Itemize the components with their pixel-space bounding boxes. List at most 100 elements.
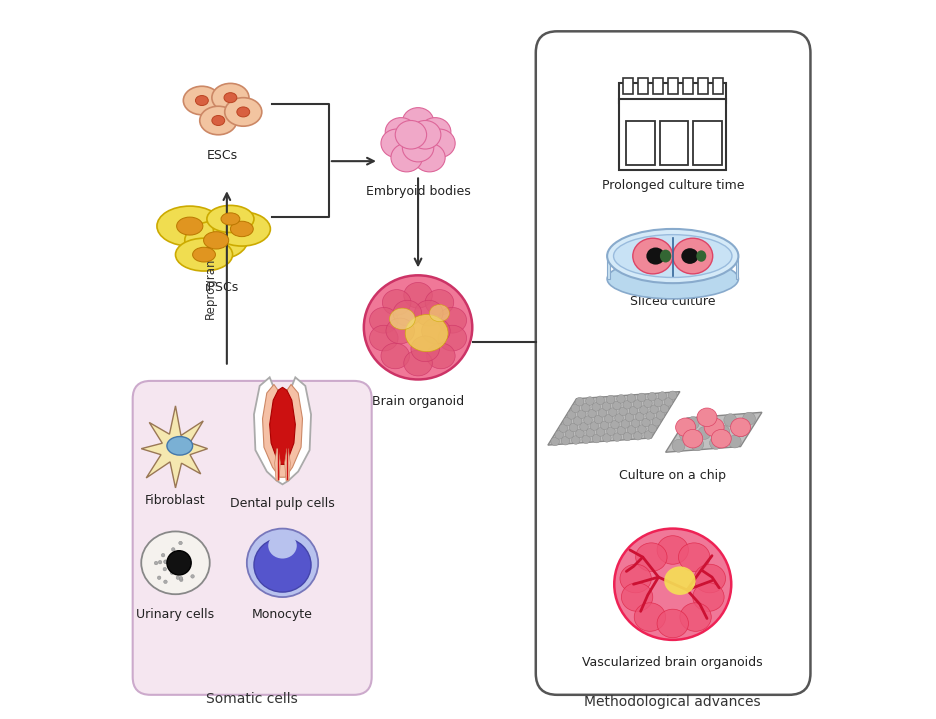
Ellipse shape bbox=[213, 212, 271, 246]
Ellipse shape bbox=[196, 96, 209, 106]
Ellipse shape bbox=[183, 86, 221, 115]
Ellipse shape bbox=[269, 533, 297, 559]
Circle shape bbox=[576, 398, 584, 406]
Ellipse shape bbox=[438, 308, 466, 333]
Circle shape bbox=[555, 431, 563, 439]
Ellipse shape bbox=[614, 528, 731, 640]
Ellipse shape bbox=[370, 308, 398, 333]
Circle shape bbox=[586, 397, 594, 406]
Ellipse shape bbox=[175, 238, 232, 271]
Circle shape bbox=[634, 431, 642, 440]
Ellipse shape bbox=[207, 206, 254, 232]
FancyBboxPatch shape bbox=[667, 78, 678, 94]
Ellipse shape bbox=[425, 290, 454, 315]
Ellipse shape bbox=[415, 301, 443, 326]
Circle shape bbox=[652, 418, 661, 426]
Circle shape bbox=[610, 421, 620, 429]
Ellipse shape bbox=[370, 325, 398, 351]
Circle shape bbox=[623, 432, 632, 441]
Circle shape bbox=[598, 408, 607, 417]
Ellipse shape bbox=[212, 116, 225, 126]
Text: Day: Day bbox=[661, 110, 684, 123]
Polygon shape bbox=[285, 449, 290, 481]
Circle shape bbox=[617, 426, 625, 435]
Circle shape bbox=[567, 411, 576, 419]
Ellipse shape bbox=[224, 93, 237, 103]
Circle shape bbox=[170, 571, 174, 574]
Text: Culture on a chip: Culture on a chip bbox=[620, 469, 726, 482]
Circle shape bbox=[672, 439, 685, 452]
Ellipse shape bbox=[193, 247, 215, 262]
Circle shape bbox=[698, 426, 710, 439]
Ellipse shape bbox=[696, 250, 707, 262]
Polygon shape bbox=[141, 406, 208, 488]
Polygon shape bbox=[607, 256, 610, 279]
Circle shape bbox=[634, 400, 642, 408]
Ellipse shape bbox=[177, 217, 203, 235]
Circle shape bbox=[574, 416, 582, 425]
Circle shape bbox=[623, 400, 632, 409]
Text: iPSCs: iPSCs bbox=[205, 281, 239, 294]
Circle shape bbox=[164, 580, 168, 584]
Circle shape bbox=[728, 435, 741, 448]
Ellipse shape bbox=[221, 213, 240, 225]
Ellipse shape bbox=[381, 129, 413, 157]
Circle shape bbox=[559, 424, 567, 432]
Polygon shape bbox=[548, 392, 680, 445]
FancyBboxPatch shape bbox=[535, 32, 811, 695]
Circle shape bbox=[158, 560, 162, 564]
Ellipse shape bbox=[225, 98, 262, 127]
Circle shape bbox=[592, 434, 601, 443]
Circle shape bbox=[590, 422, 599, 431]
Ellipse shape bbox=[199, 106, 237, 134]
Circle shape bbox=[584, 416, 592, 424]
Text: 0: 0 bbox=[668, 134, 680, 152]
Circle shape bbox=[582, 435, 591, 444]
FancyBboxPatch shape bbox=[133, 381, 372, 695]
Circle shape bbox=[157, 576, 161, 580]
Circle shape bbox=[176, 576, 180, 580]
Ellipse shape bbox=[438, 325, 466, 351]
Circle shape bbox=[572, 436, 580, 444]
Circle shape bbox=[596, 428, 605, 436]
Circle shape bbox=[563, 417, 572, 426]
Ellipse shape bbox=[711, 429, 731, 448]
Circle shape bbox=[742, 412, 755, 425]
Circle shape bbox=[648, 424, 656, 433]
Circle shape bbox=[613, 433, 622, 441]
Circle shape bbox=[163, 567, 167, 571]
Ellipse shape bbox=[237, 107, 250, 117]
Text: Urinary cells: Urinary cells bbox=[137, 608, 214, 620]
Circle shape bbox=[603, 434, 611, 442]
Circle shape bbox=[588, 409, 596, 418]
Ellipse shape bbox=[673, 238, 712, 274]
Text: Embryoid bodies: Embryoid bodies bbox=[366, 185, 471, 198]
FancyBboxPatch shape bbox=[652, 78, 663, 94]
Text: 0: 0 bbox=[702, 134, 713, 152]
Circle shape bbox=[569, 423, 578, 432]
Ellipse shape bbox=[383, 290, 411, 315]
Circle shape bbox=[600, 421, 609, 430]
Circle shape bbox=[650, 405, 658, 413]
Circle shape bbox=[648, 393, 656, 401]
FancyBboxPatch shape bbox=[694, 122, 722, 165]
Circle shape bbox=[179, 551, 183, 555]
Circle shape bbox=[185, 557, 189, 560]
Ellipse shape bbox=[682, 429, 703, 448]
Ellipse shape bbox=[184, 221, 247, 260]
Circle shape bbox=[686, 416, 699, 429]
Ellipse shape bbox=[364, 275, 473, 380]
Ellipse shape bbox=[430, 305, 449, 321]
Circle shape bbox=[578, 410, 586, 418]
Circle shape bbox=[724, 413, 737, 426]
Circle shape bbox=[637, 425, 646, 434]
Ellipse shape bbox=[730, 418, 751, 436]
Circle shape bbox=[660, 404, 669, 413]
Ellipse shape bbox=[657, 536, 689, 564]
Ellipse shape bbox=[212, 83, 249, 112]
Text: Sliced culture: Sliced culture bbox=[630, 296, 715, 308]
Ellipse shape bbox=[403, 283, 432, 308]
Ellipse shape bbox=[157, 206, 223, 246]
Ellipse shape bbox=[247, 528, 318, 597]
Circle shape bbox=[619, 407, 627, 416]
